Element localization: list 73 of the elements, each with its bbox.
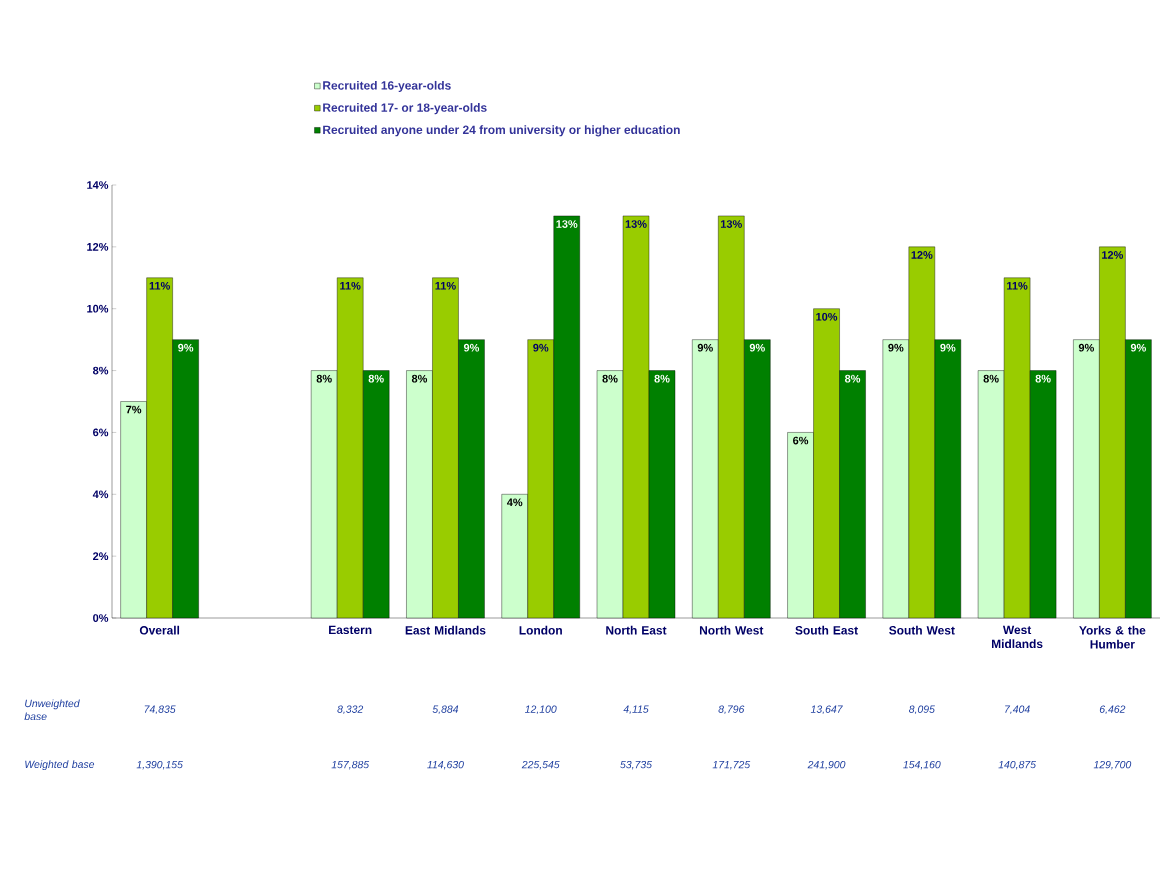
data-label: 9% (1078, 343, 1094, 352)
data-label: 11% (435, 281, 456, 290)
text: 74,835 (144, 705, 176, 715)
text: 114,630 (427, 760, 464, 770)
data-label: 13% (625, 220, 647, 228)
data-label: 9% (888, 343, 904, 352)
text: 225,545 (521, 760, 560, 770)
y-tick-label: 0% (93, 614, 109, 622)
data-label: 9% (749, 343, 765, 352)
text: 129,700 (1093, 760, 1132, 770)
x-tick-label: North West (699, 625, 764, 635)
text: 5,884 (432, 705, 459, 715)
y-tick-label: 6% (93, 428, 109, 437)
text: 154,160 (903, 760, 941, 770)
x-tick-label: North East (606, 625, 667, 635)
data-label: 13% (721, 220, 742, 228)
data-label: 10% (816, 312, 838, 321)
data-label: 12% (1102, 251, 1124, 259)
data-label: 8% (654, 374, 670, 383)
legend-label: Recruited anyone under 24 from university or higher education (323, 125, 680, 137)
x-tick-label: Eastern (329, 625, 372, 635)
text: 8,796 (718, 705, 745, 715)
data-label: 9% (940, 343, 956, 352)
data-label: 8% (411, 374, 428, 383)
data-label: 11% (340, 281, 361, 290)
text: 1,390,155 (136, 760, 183, 770)
data-label: 9% (1130, 343, 1146, 352)
data-label: 8% (844, 374, 861, 383)
text: 53,735 (620, 760, 653, 770)
data-label: 4% (506, 498, 523, 507)
text: 171,725 (712, 760, 751, 770)
text: Unweighted base (24, 699, 80, 721)
text: 13,647 (810, 705, 843, 715)
legend-label: Recruited 17- or 18-year-olds (323, 103, 487, 115)
data-label: 8% (602, 374, 618, 383)
legend-label: Recruited 16-year-olds (323, 80, 451, 93)
data-label: 9% (178, 343, 194, 352)
text: 8,332 (337, 705, 364, 715)
data-label: 12% (911, 251, 933, 259)
text: 140,875 (998, 760, 1037, 770)
x-tick-label: Overall (139, 625, 180, 635)
y-tick-label: 8% (92, 366, 109, 375)
data-label: 8% (368, 374, 384, 383)
data-label: 9% (463, 343, 480, 352)
y-tick-label: 14% (87, 181, 109, 189)
data-label: 8% (1035, 374, 1051, 383)
text: 7,404 (1005, 705, 1030, 715)
y-tick-label: 12% (87, 243, 109, 251)
x-tick-label: Yorks & the Humber (1079, 625, 1146, 649)
x-tick-label: London (519, 625, 562, 635)
data-label: 11% (1007, 281, 1028, 290)
data-label: 9% (697, 343, 713, 352)
text: 157,885 (331, 760, 370, 770)
data-label: 7% (126, 405, 142, 414)
text: 241,900 (807, 760, 846, 770)
data-label: 9% (533, 343, 549, 352)
x-tick-label: East Midlands (405, 625, 486, 635)
text: 4,115 (623, 705, 649, 715)
x-tick-label: South West (889, 625, 955, 635)
text: Weighted base (25, 760, 95, 771)
y-tick-label: 10% (87, 304, 109, 313)
y-tick-label: 2% (93, 552, 109, 560)
text: 8,095 (909, 705, 935, 715)
text: 12,100 (525, 705, 557, 715)
data-label: 8% (983, 374, 999, 383)
data-label: 11% (149, 281, 171, 290)
y-tick-label: 4% (92, 490, 109, 499)
data-label: 13% (556, 220, 578, 228)
x-tick-label: South East (795, 625, 858, 635)
data-label: 8% (316, 374, 332, 383)
x-tick-label: West Midlands (991, 625, 1043, 649)
text: 6,462 (1099, 705, 1126, 715)
data-label: 6% (793, 436, 809, 445)
